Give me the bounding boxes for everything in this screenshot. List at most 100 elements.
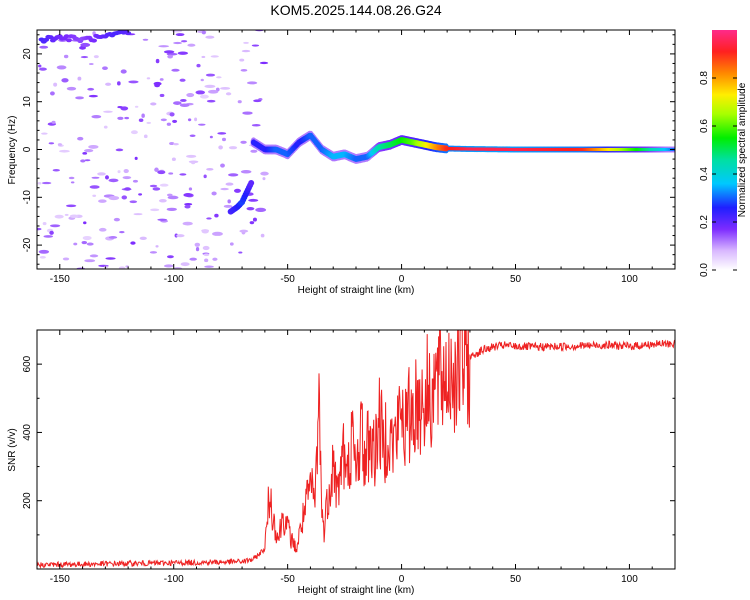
spectrogram-speckle (166, 207, 177, 211)
spectrogram-speckle (177, 51, 189, 55)
spectrogram-speckle (134, 156, 138, 161)
spectrogram-speckle (240, 69, 248, 72)
snr-frame (36, 329, 676, 570)
spectrogram-speckle (121, 195, 128, 200)
spectrogram-speckle (195, 247, 200, 252)
spectrogram-speckle (241, 49, 251, 53)
spectrogram-speckle (150, 208, 160, 212)
spectrogram-speckle (180, 98, 187, 102)
spectrogram-speckle (152, 187, 161, 191)
spectrogram-speckle (38, 67, 47, 71)
spectrogram-speckle (122, 176, 132, 180)
spectrogram-speckle (220, 163, 225, 168)
spectrogram-speckle (250, 149, 258, 153)
spectrogram-speckle (169, 112, 175, 117)
colorbar-ramp (712, 30, 737, 270)
spectrogram-speckle (115, 148, 124, 152)
spectrogram-speckle (171, 68, 180, 72)
spectrogram-speckle (249, 221, 255, 225)
x-tick-label: 100 (621, 274, 638, 285)
spectrogram-speckle (119, 230, 125, 234)
spectrogram-speckle (195, 90, 206, 95)
spectrogram-speckle (183, 192, 193, 197)
spectrogram-speckle (49, 230, 54, 235)
spectrogram-speckle (205, 73, 216, 77)
spectrogram-speckle (260, 171, 269, 176)
spectrogram-speckle (48, 142, 55, 145)
spectrogram-speckle (108, 195, 120, 201)
spectrogram-marks (37, 30, 675, 269)
spectrogram-speckle (173, 101, 182, 105)
spectrogram-speckle (187, 43, 196, 47)
spectrogram-speckle (62, 257, 70, 261)
spectrogram-speckle (204, 258, 209, 263)
spectrogram-speckle (173, 266, 183, 269)
spectrogram-speckle (246, 206, 255, 211)
spectrogram-speckle (160, 118, 167, 122)
colorbar-tick-label: 0.6 (699, 119, 710, 133)
spectrogram-speckle (56, 65, 67, 70)
spectrogram-speckle (167, 255, 174, 259)
spectrogram-speckle (259, 61, 269, 65)
spectrogram-speckle (138, 193, 143, 196)
y-tick-label: -20 (22, 237, 33, 252)
spectrogram-speckle (191, 161, 196, 165)
spectrogram-speckle (171, 157, 176, 162)
x-tick-label: 0 (399, 274, 405, 285)
spectrogram-speckle (159, 93, 165, 98)
spectrogram-speckle (159, 78, 164, 81)
y-tick-label: 600 (22, 355, 33, 372)
spectrogram-speckle (220, 86, 231, 90)
spectrogram-speckle (255, 207, 267, 213)
spectrogram-speckle (118, 266, 126, 269)
spectrogram-speckle (150, 102, 157, 106)
spectrogram-speckle (252, 217, 257, 222)
spectrogram-speckle (66, 86, 77, 91)
spectrogram-speckle (132, 179, 138, 183)
spectrogram-speckle (49, 224, 61, 228)
colorbar-tick-label: 0.0 (699, 263, 710, 277)
spectrogram-speckle (172, 119, 178, 123)
spectrogram-speckle (117, 106, 123, 109)
spectrogram-speckle (146, 121, 152, 124)
spectrogram-speckle (201, 55, 206, 59)
spectrogram-speckle (117, 170, 121, 174)
spectrogram-y-label: Frequency (Hz) (7, 116, 18, 185)
spectrogram-speckle (159, 183, 169, 187)
figure-title: KOM5.2025.144.08.26.G24 (270, 2, 441, 18)
spectrogram-speckle (80, 42, 91, 47)
spectrogram-speckle (53, 82, 58, 87)
spectrogram-speckle (37, 181, 42, 185)
spectrogram-speckle (105, 82, 112, 86)
spectrogram-speckle (83, 221, 87, 225)
spectrogram-speckle (42, 222, 47, 226)
spectrogram-speckle (41, 181, 52, 185)
spectrogram-speckle (188, 160, 199, 164)
spectrogram-speckle (98, 227, 107, 232)
spectrogram-speckle (173, 142, 179, 146)
spectrogram-speckle (89, 185, 100, 189)
spectrogram-speckle (128, 80, 139, 84)
spectrogram-speckle (105, 175, 109, 180)
spectrogram-speckle (105, 257, 116, 260)
spectrogram-speckle (51, 120, 56, 124)
spectrogram-speckle (260, 233, 265, 238)
y-tick-label: 0 (22, 146, 33, 152)
spectrogram-speckle (212, 257, 218, 261)
spectrogram-speckle (204, 84, 216, 88)
spectrogram-speckle (196, 63, 201, 68)
spectrogram-speckle (80, 56, 89, 59)
spectrogram-speckle (189, 257, 197, 261)
spectrogram-speckle (130, 241, 136, 245)
spectrogram-speckle (206, 167, 214, 171)
spectrogram-speckle (117, 116, 124, 120)
spectrogram-speckle (103, 125, 108, 129)
spectrogram-speckle (167, 54, 173, 59)
spectrogram-speckle (168, 172, 174, 175)
spectrogram-speckle (217, 132, 227, 135)
spectrogram-top-band-cell (63, 34, 70, 39)
snr-y-label: SNR (v/v) (7, 428, 18, 471)
spectrogram-speckle (117, 81, 121, 86)
spectrogram-speckle (158, 45, 170, 48)
